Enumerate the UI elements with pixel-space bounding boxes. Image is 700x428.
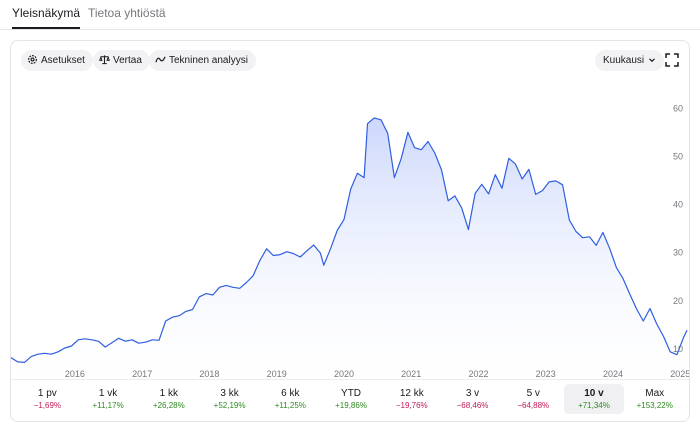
range-label: 1 vk — [98, 388, 118, 399]
line-chart-icon — [155, 56, 166, 63]
range-button-3[interactable]: 3 kk +52,19% — [199, 384, 260, 414]
y-tick-label: 50 — [673, 151, 683, 161]
tab-about[interactable]: Tietoa yhtiöstä — [88, 6, 166, 20]
range-label: 3 v — [465, 388, 480, 399]
price-line — [11, 117, 688, 363]
range-label: 12 kk — [399, 388, 424, 399]
range-change: +26,28% — [152, 401, 185, 410]
range-button-9[interactable]: 10 v +71,34% — [563, 384, 625, 414]
range-change: −68,46% — [456, 401, 489, 410]
range-change: +11,17% — [92, 401, 124, 410]
period-dropdown[interactable]: Kuukausi — [595, 50, 665, 71]
period-label: Kuukausi — [603, 55, 645, 66]
range-label: 10 v — [584, 388, 604, 399]
range-label: 5 v — [526, 388, 540, 399]
range-label: YTD — [341, 388, 362, 399]
x-tick-label: 2019 — [267, 369, 287, 379]
x-tick-label: 2022 — [468, 369, 488, 379]
settings-label: Asetukset — [41, 55, 85, 66]
y-tick-label: 20 — [673, 296, 683, 306]
range-change: +52,19% — [213, 401, 246, 410]
range-button-1[interactable]: 1 vk +11,17% — [78, 384, 139, 414]
chevron-down-icon — [649, 58, 656, 63]
range-selector: 1 pv −1,69% 1 vk +11,17% 1 kk +26,28% 3 kk +52,… — [11, 379, 689, 421]
range-button-7[interactable]: 3 v −68,46% — [442, 384, 503, 414]
range-change: −19,76% — [395, 401, 428, 410]
y-tick-label: 30 — [673, 248, 683, 258]
y-axis: 10 20 30 40 50 60 — [673, 103, 683, 354]
range-button-8[interactable]: 5 v −64,88% — [503, 384, 564, 414]
range-button-0[interactable]: 1 pv −1,69% — [17, 384, 78, 414]
gear-icon — [28, 55, 37, 64]
x-tick-label: 2023 — [536, 369, 556, 379]
compare-button[interactable]: Vertaa — [93, 50, 150, 71]
range-label: Max — [645, 388, 665, 399]
price-area — [11, 117, 687, 381]
range-change: +19,86% — [335, 401, 367, 410]
fullscreen-icon[interactable] — [665, 53, 679, 67]
x-tick-label: 2016 — [65, 369, 85, 379]
range-label: 3 kk — [220, 388, 239, 399]
range-label: 1 pv — [37, 388, 57, 399]
range-label: 1 kk — [159, 388, 178, 399]
x-tick-label: 2018 — [199, 369, 219, 379]
scale-icon — [99, 55, 110, 65]
technical-analysis-button[interactable]: Tekninen analyysi — [149, 50, 256, 71]
range-change: +153,22% — [636, 401, 673, 410]
range-change: +71,34% — [578, 401, 610, 410]
range-button-2[interactable]: 1 kk +26,28% — [138, 384, 199, 414]
range-label: 6 kk — [281, 388, 300, 399]
range-button-4[interactable]: 6 kk +11,25% — [260, 384, 321, 414]
tab-bar: Yleisnäkymä Tietoa yhtiöstä — [0, 0, 700, 30]
y-tick-label: 10 — [673, 344, 683, 354]
x-tick-label: 2024 — [603, 369, 623, 379]
x-tick-label: 2020 — [334, 369, 354, 379]
x-tick-label: 2017 — [132, 369, 152, 379]
range-button-5[interactable]: YTD +19,86% — [321, 384, 382, 414]
x-tick-label: 2025 — [670, 369, 690, 379]
price-chart[interactable]: 2016 2017 2018 2019 2020 2021 2022 2023 2024 2025… — [11, 81, 690, 381]
settings-button[interactable]: Asetukset — [21, 50, 93, 71]
x-tick-label: 2021 — [401, 369, 421, 379]
range-change: −1,69% — [33, 401, 62, 410]
y-tick-label: 40 — [673, 200, 683, 210]
x-axis: 2016 2017 2018 2019 2020 2021 2022 2023 2024 2025 — [65, 369, 690, 379]
range-button-10[interactable]: Max +153,22% — [624, 384, 685, 414]
y-tick-label: 60 — [673, 103, 683, 113]
range-button-6[interactable]: 12 kk −19,76% — [381, 384, 442, 414]
chart-card: Asetukset Vertaa Tekninen analyysi Kuuka… — [10, 40, 690, 422]
technical-analysis-label: Tekninen analyysi — [169, 55, 248, 66]
tab-overview[interactable]: Yleisnäkymä — [12, 6, 81, 29]
range-change: −64,88% — [517, 401, 550, 410]
range-change: +11,25% — [274, 401, 306, 410]
compare-label: Vertaa — [113, 55, 142, 66]
